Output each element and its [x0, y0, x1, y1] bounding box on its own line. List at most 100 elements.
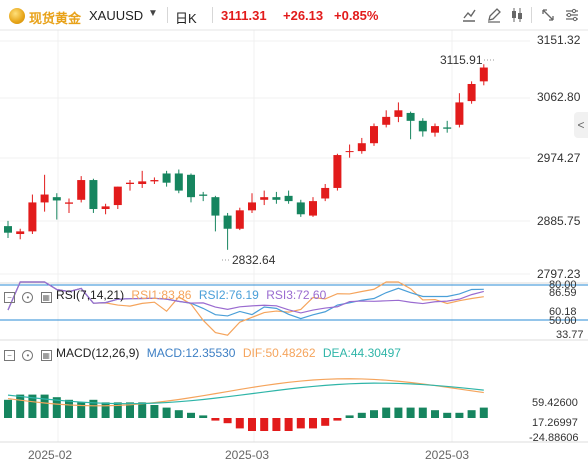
candle-body — [162, 173, 171, 183]
macd-histogram-bar — [52, 397, 61, 418]
macd-histogram-bar — [162, 407, 171, 418]
candle-body — [479, 67, 488, 82]
macd-histogram-bar — [260, 418, 269, 431]
candle-body — [309, 201, 317, 216]
candle-body — [272, 197, 281, 200]
rsi-axis-label: 80.00 — [549, 279, 577, 291]
candle-body — [211, 197, 220, 216]
indicator-menu-icon[interactable]: ▦ — [40, 350, 52, 361]
macd-histogram-bar — [455, 412, 464, 418]
candle-body — [357, 143, 366, 152]
candle-body — [174, 173, 183, 191]
rsi-axis-label: 33.77 — [556, 329, 584, 341]
candle-body — [187, 174, 195, 198]
candlestick-series — [4, 64, 488, 250]
indicator-menu-icon[interactable]: ▦ — [40, 292, 52, 303]
macd-histogram-bar — [89, 399, 98, 418]
collapse-toggle-icon[interactable]: − — [4, 292, 15, 303]
candle-body — [101, 206, 110, 210]
candle-body — [394, 110, 403, 117]
candle-body — [65, 202, 73, 204]
indicator-icon[interactable] — [461, 7, 477, 23]
gear-icon[interactable]: • — [22, 292, 34, 303]
macd-histogram-bar — [150, 405, 159, 418]
macd-histogram-bar — [211, 418, 220, 421]
candle-body — [16, 231, 25, 235]
macd-histogram-bar — [40, 394, 49, 418]
instrument-symbol[interactable]: XAUUSD — [89, 8, 144, 23]
macd-histogram-bar — [321, 418, 330, 426]
macd-histogram-bar — [16, 394, 25, 418]
candle-body — [455, 102, 464, 125]
macd-series — [4, 378, 488, 431]
rsi-title[interactable]: RSI(7,14,21) — [56, 288, 125, 302]
rsi-axis-label: 50.00 — [549, 315, 577, 327]
macd-axis-label: 59.42600 — [532, 397, 578, 409]
period-selector[interactable]: 日K — [175, 11, 197, 26]
rsi-lines — [7, 281, 484, 336]
gear-icon[interactable]: • — [22, 350, 34, 361]
rsi3-value: RSI3:72.60 — [266, 288, 327, 302]
macd-histogram-bar — [382, 407, 391, 418]
price-axis-label: 3151.32 — [537, 33, 581, 47]
price-change-percent: +0.85% — [334, 8, 379, 23]
candle-body — [40, 194, 49, 203]
rsi-line — [7, 281, 484, 314]
macd-histogram-bar — [309, 418, 317, 429]
dea-value: DEA:44.30497 — [322, 346, 401, 360]
header-divider — [212, 7, 213, 23]
candle-body — [467, 83, 476, 102]
macd-histogram-bar — [199, 415, 208, 418]
collapse-toggle-icon[interactable]: − — [4, 350, 15, 361]
macd-histogram-bar — [333, 418, 342, 421]
time-axis-label: 2025-02 — [28, 448, 72, 462]
candle-body — [28, 202, 37, 232]
candle-type-icon[interactable] — [509, 7, 525, 23]
chevron-down-icon[interactable]: ▼ — [148, 8, 158, 19]
candle-body — [89, 180, 98, 210]
macd-histogram-bar — [113, 402, 122, 418]
candle-body — [443, 127, 452, 129]
candle-body — [284, 195, 293, 202]
dif-line — [7, 378, 484, 407]
candle-body — [248, 202, 256, 211]
macd-histogram-bar — [4, 399, 12, 418]
macd-histogram-bar — [431, 410, 439, 418]
rsi1-value: RSI1:83.86 — [131, 288, 192, 302]
price-axis-label: 2797.23 — [537, 267, 581, 281]
candle-body — [150, 180, 159, 182]
header-divider — [531, 7, 532, 23]
candle-body — [296, 202, 305, 215]
macd-histogram-bar — [479, 407, 488, 418]
candle-body — [382, 116, 391, 125]
macd-value: MACD:12.35530 — [146, 346, 236, 360]
instrument-name[interactable]: 现货黄金 — [29, 11, 82, 26]
candle-body — [321, 187, 330, 199]
price-axis-label: 2885.75 — [537, 214, 581, 228]
candle-body — [223, 215, 232, 229]
macd-histogram-bar — [174, 410, 183, 418]
price-axis-label: 3062.80 — [537, 90, 581, 104]
price-axis-label: 2974.27 — [537, 151, 581, 165]
macd-histogram-bar — [296, 418, 305, 429]
macd-histogram-bar — [187, 412, 195, 418]
rsi-legend: − • ▦ RSI(7,14,21) RSI1:83.86 RSI2:76.19… — [4, 288, 330, 303]
fullscreen-icon[interactable] — [540, 7, 556, 23]
macd-histogram-bar — [65, 399, 73, 418]
candle-body — [235, 210, 244, 229]
candle-body — [370, 126, 378, 144]
candle-body — [431, 126, 439, 133]
candle-body — [418, 120, 427, 132]
candle-body — [4, 226, 12, 233]
settings-icon[interactable] — [564, 7, 580, 23]
candle-body — [333, 155, 342, 188]
candle-body — [260, 197, 269, 200]
macd-title[interactable]: MACD(12,26,9) — [56, 346, 140, 360]
side-panel-toggle[interactable]: < — [574, 112, 588, 138]
macd-axis-label: -24.88606 — [529, 432, 579, 444]
rsi-axis-label: 60.18 — [549, 306, 577, 318]
draw-pencil-icon[interactable] — [486, 7, 502, 23]
macd-axis-label: 17.26997 — [532, 417, 578, 429]
macd-histogram-bar — [138, 402, 147, 418]
